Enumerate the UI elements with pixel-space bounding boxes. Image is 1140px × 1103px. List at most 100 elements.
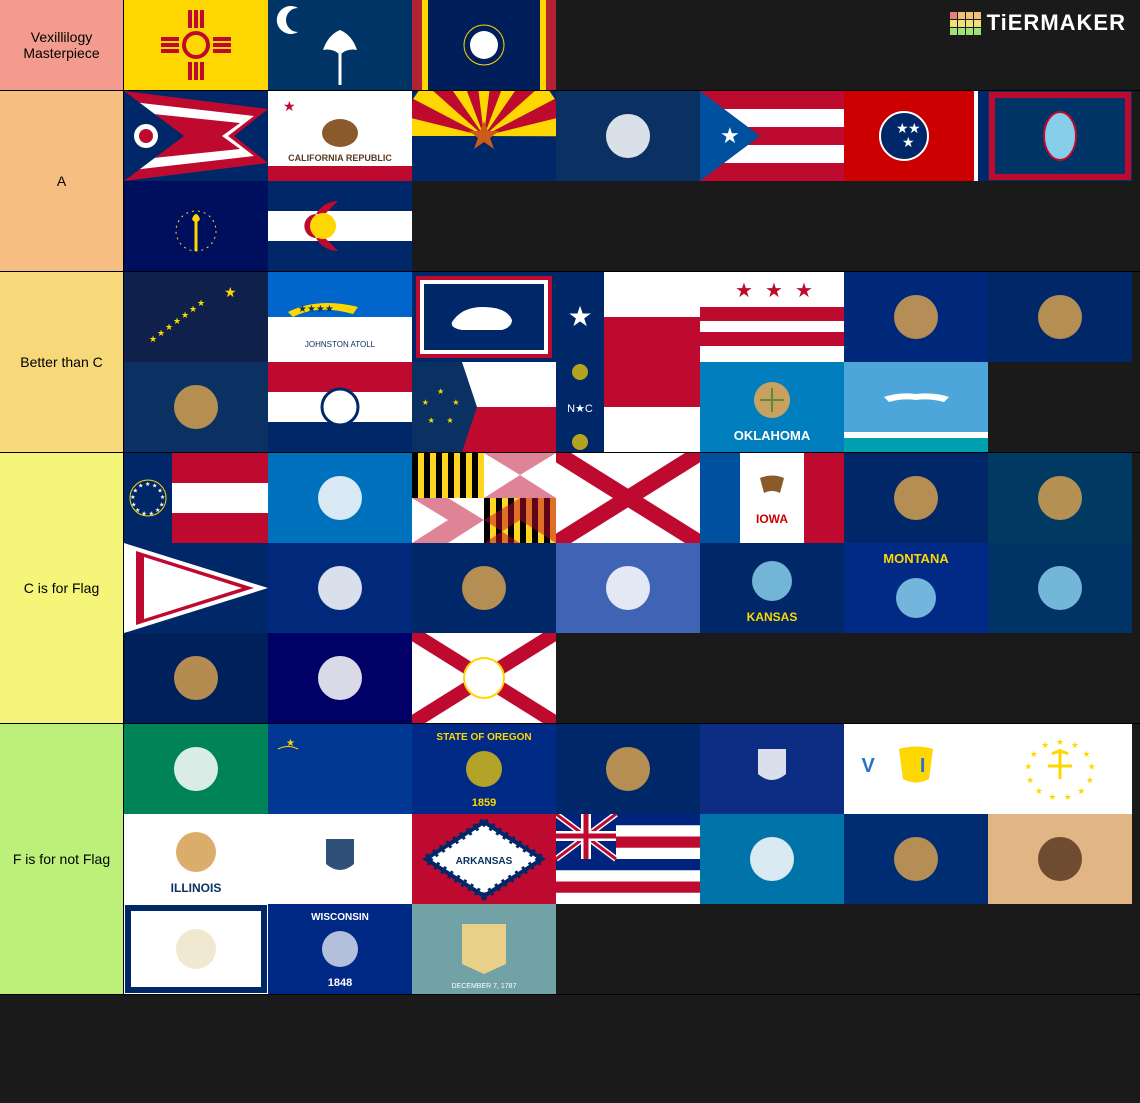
flag-tennessee[interactable]: ★★★ <box>844 91 988 181</box>
flag-rhode-island[interactable]: ★★★★★★★★★★★★★ <box>988 724 1132 814</box>
flag-wyoming[interactable] <box>412 272 556 362</box>
flag-georgia[interactable]: ★★★★★★★★★★★★★ <box>124 453 268 543</box>
svg-text:★: ★ <box>902 134 915 150</box>
flag-new-york[interactable] <box>844 814 988 904</box>
flag-south-dakota[interactable] <box>700 814 844 904</box>
flag-texas[interactable]: ★ <box>556 272 700 362</box>
flag-oregon[interactable]: STATE OF OREGON1859 <box>412 724 556 814</box>
flag-guam[interactable] <box>988 91 1132 181</box>
flag-minnesota[interactable] <box>556 543 700 633</box>
svg-text:IOWA: IOWA <box>756 512 788 526</box>
flag-west-virginia[interactable] <box>124 904 268 994</box>
svg-text:CALIFORNIA REPUBLIC: CALIFORNIA REPUBLIC <box>288 153 392 163</box>
tier-items[interactable]: ★★★★★★★★★★★★JOHNSTON ATOLL★★★★★★★★★N★COK… <box>124 272 1140 452</box>
svg-text:★: ★ <box>1056 737 1064 747</box>
flag-kentucky[interactable] <box>268 633 412 723</box>
flag-hawaii[interactable] <box>556 814 700 904</box>
flag-wisconsin[interactable]: WISCONSIN1848 <box>268 904 412 994</box>
flag-virginia[interactable] <box>268 543 412 633</box>
tier-label[interactable]: Better than C <box>0 272 124 452</box>
flag-mississippi[interactable] <box>412 0 556 90</box>
flag-maryland[interactable] <box>412 453 556 543</box>
flag-new-hampshire[interactable] <box>988 272 1132 362</box>
flag-north-dakota[interactable] <box>988 453 1132 543</box>
flag-utah[interactable] <box>124 633 268 723</box>
tier-row: Vexillilogy MasterpieceTiERMAKER <box>0 0 1140 91</box>
tier-label[interactable]: C is for Flag <box>0 453 124 723</box>
svg-text:DECEMBER 7, 1787: DECEMBER 7, 1787 <box>452 983 517 990</box>
flag-dc[interactable]: ★★★ <box>700 272 844 362</box>
flag-puerto-rico[interactable]: ★ <box>700 91 844 181</box>
flag-indiana[interactable] <box>124 181 268 271</box>
svg-text:★: ★ <box>795 280 813 302</box>
flag-virgin-islands[interactable]: VI <box>844 724 988 814</box>
svg-text:★: ★ <box>1026 775 1034 785</box>
flag-montana[interactable]: MONTANA <box>844 543 988 633</box>
flag-new-mexico[interactable] <box>124 0 268 90</box>
flag-kansas[interactable]: KANSAS <box>700 543 844 633</box>
tier-row: Better than C★★★★★★★★★★★★JOHNSTON ATOLL★… <box>0 272 1140 453</box>
svg-text:★★★★: ★★★★ <box>298 304 334 315</box>
svg-text:★: ★ <box>720 123 740 148</box>
svg-text:★: ★ <box>567 301 592 332</box>
flag-pennsylvania[interactable] <box>844 453 988 543</box>
svg-text:KANSAS: KANSAS <box>747 610 798 624</box>
flag-vermont[interactable] <box>988 543 1132 633</box>
flag-michigan[interactable] <box>844 272 988 362</box>
tier-items[interactable]: ★CALIFORNIA REPUBLIC★★★★ <box>124 91 1140 271</box>
tier-list: Vexillilogy MasterpieceTiERMAKERA★CALIFO… <box>0 0 1140 995</box>
flag-colorado[interactable] <box>268 181 412 271</box>
tier-row: C is for Flag★★★★★★★★★★★★★ IOWA KANSAS MONT… <box>0 453 1140 724</box>
tier-row: F is for not Flag★STATE OF OREGON1859VI★… <box>0 724 1140 995</box>
svg-text:★: ★ <box>452 398 459 407</box>
svg-text:★: ★ <box>422 398 429 407</box>
svg-text:★: ★ <box>735 280 753 302</box>
flag-california[interactable]: ★CALIFORNIA REPUBLIC <box>268 91 412 181</box>
flag-delaware[interactable]: DECEMBER 7, 1787 <box>412 904 556 994</box>
flag-iowa[interactable]: IOWA <box>700 453 844 543</box>
flag-louisiana[interactable] <box>556 91 700 181</box>
svg-text:MONTANA: MONTANA <box>883 551 949 566</box>
svg-text:JOHNSTON ATOLL: JOHNSTON ATOLL <box>305 340 376 349</box>
flag-washington[interactable] <box>124 724 268 814</box>
svg-text:★: ★ <box>1071 740 1079 750</box>
flag-nevada[interactable]: ★ <box>268 724 412 814</box>
flag-wake-island[interactable]: ★★★★★ <box>412 362 556 452</box>
flag-south-carolina[interactable] <box>268 0 412 90</box>
flag-arizona[interactable] <box>412 91 556 181</box>
flag-new-jersey[interactable] <box>988 814 1132 904</box>
svg-text:★: ★ <box>149 511 154 518</box>
tier-items[interactable]: ★STATE OF OREGON1859VI★★★★★★★★★★★★★ILLIN… <box>124 724 1140 994</box>
flag-nebraska[interactable] <box>412 543 556 633</box>
svg-text:★: ★ <box>428 416 435 425</box>
svg-text:★: ★ <box>1077 786 1085 796</box>
tier-label[interactable]: F is for not Flag <box>0 724 124 994</box>
svg-text:★: ★ <box>197 298 205 308</box>
flag-idaho[interactable] <box>556 724 700 814</box>
svg-text:WISCONSIN: WISCONSIN <box>311 912 369 923</box>
svg-text:★: ★ <box>181 310 189 320</box>
svg-text:★: ★ <box>1035 786 1043 796</box>
tier-items[interactable]: ★★★★★★★★★★★★★ IOWA KANSAS MONTANA <box>124 453 1140 723</box>
tier-label[interactable]: A <box>0 91 124 271</box>
flag-massachusetts[interactable] <box>268 814 412 904</box>
flag-american-samoa[interactable] <box>124 543 268 633</box>
flag-maine[interactable] <box>124 362 268 452</box>
svg-text:★: ★ <box>1030 749 1038 759</box>
flag-northern-mariana[interactable] <box>268 453 412 543</box>
flag-johnston-atoll[interactable]: ★★★★ JOHNSTON ATOLL <box>268 272 412 362</box>
flag-connecticut[interactable] <box>700 724 844 814</box>
flag-illinois[interactable]: ILLINOIS <box>124 814 268 904</box>
tier-label[interactable]: Vexillilogy Masterpiece <box>0 0 124 90</box>
svg-text:★: ★ <box>1088 762 1096 772</box>
svg-text:★: ★ <box>224 284 237 300</box>
flag-arkansas[interactable]: ARKANSAS <box>412 814 556 904</box>
flag-florida[interactable] <box>412 633 556 723</box>
flag-oklahoma[interactable]: OKLAHOMA <box>700 362 844 452</box>
flag-alabama[interactable] <box>556 453 700 543</box>
flag-alaska[interactable]: ★★★★★★★★ <box>124 272 268 362</box>
flag-ohio[interactable] <box>124 91 268 181</box>
flag-midway[interactable] <box>844 362 988 452</box>
flag-missouri[interactable] <box>268 362 412 452</box>
flag-north-carolina[interactable]: N★C <box>556 362 700 452</box>
